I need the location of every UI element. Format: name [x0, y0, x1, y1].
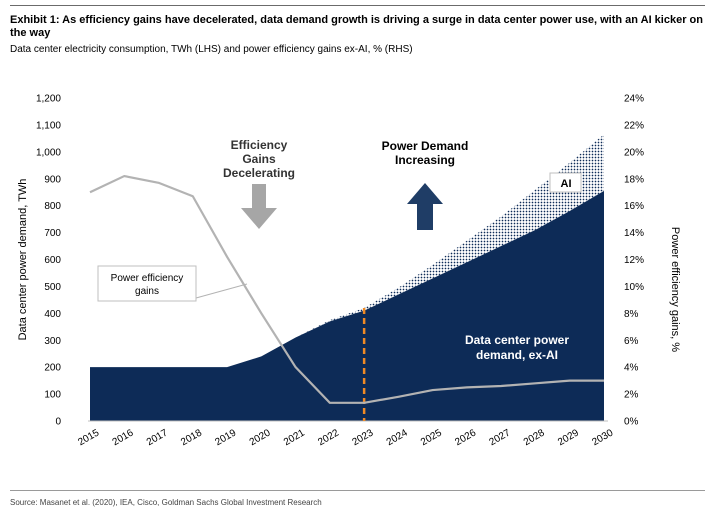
area-label-text: Data center power: [465, 333, 569, 347]
y-left-tick-label: 1,000: [36, 147, 61, 158]
x-tick-label: 2030: [590, 427, 615, 448]
ai-label-box: [549, 172, 582, 193]
x-tick-label: 2022: [316, 427, 341, 448]
x-tick-label: 2015: [76, 427, 101, 448]
y-right-tick-label: 20%: [624, 147, 644, 158]
callout-leader-line: [195, 283, 248, 299]
x-tick-label: 2026: [453, 427, 478, 448]
x-tick-label: 2017: [145, 427, 170, 448]
chart-subtitle: Data center electricity consumption, TWh…: [10, 44, 413, 55]
y-left-tick-label: 600: [44, 255, 61, 266]
efficiency-callout-text: Power efficiency: [111, 273, 184, 284]
x-tick-label: 2019: [213, 427, 238, 448]
demand-annotation-text: Increasing: [395, 153, 455, 167]
y-right-tick-label: 4%: [624, 363, 639, 374]
x-tick-label: 2027: [488, 427, 513, 448]
y-left-tick-label: 100: [44, 390, 61, 401]
y-left-tick-label: 700: [44, 228, 61, 239]
x-tick-label: 2018: [179, 427, 204, 448]
efficiency-callout-box: [97, 265, 197, 302]
x-tick-label: 2021: [282, 427, 307, 448]
y-left-tick-label: 0: [55, 417, 61, 428]
y-left-tick-label: 900: [44, 174, 61, 185]
y-left-axis-title: Data center power demand, TWh: [17, 179, 29, 341]
y-left-tick-label: 500: [44, 282, 61, 293]
y-left-tick-label: 800: [44, 201, 61, 212]
efficiency-annotation-text: Gains: [242, 152, 276, 166]
chart-canvas: 0 100 200 300 400 500 600 700 800 900 1,000 1,100 1,…: [17, 94, 681, 449]
ai-label-text: AI: [561, 178, 572, 190]
y-right-tick-label: 10%: [624, 282, 644, 293]
y-right-tick-label: 0%: [624, 417, 639, 428]
area-label-text: demand, ex-AI: [476, 348, 558, 362]
down-arrow-icon: [241, 184, 277, 229]
y-right-tick-label: 12%: [624, 255, 644, 266]
x-tick-label: 2028: [522, 427, 547, 448]
x-tick-label: 2023: [350, 427, 375, 448]
y-right-tick-label: 22%: [624, 120, 644, 131]
source-note: Source: Masanet et al. (2020), IEA, Cisc…: [10, 498, 322, 507]
y-right-tick-label: 18%: [624, 174, 644, 185]
efficiency-callout-text: gains: [135, 286, 159, 297]
demand-annotation-text: Power Demand: [382, 139, 469, 153]
bottom-rule: [10, 490, 705, 491]
chart-title: Exhibit 1: As efficiency gains have dece…: [10, 14, 703, 39]
y-left-tick-label: 1,200: [36, 94, 61, 105]
top-rule: [10, 5, 705, 6]
x-tick-label: 2024: [385, 427, 410, 448]
efficiency-annotation-text: Decelerating: [223, 166, 295, 180]
x-tick-label: 2020: [248, 427, 273, 448]
power-demand-area: [90, 190, 604, 421]
y-left-tick-label: 300: [44, 336, 61, 347]
y-left-tick-label: 200: [44, 363, 61, 374]
x-tick-label: 2025: [419, 427, 444, 448]
efficiency-gains-line: [89, 174, 604, 404]
x-tick-label: 2029: [556, 427, 581, 448]
y-right-tick-label: 16%: [624, 201, 644, 212]
y-left-tick-label: 1,100: [36, 120, 61, 131]
y-right-tick-label: 14%: [624, 228, 644, 239]
y-right-tick-label: 2%: [624, 390, 639, 401]
y-right-tick-label: 6%: [624, 336, 639, 347]
x-tick-label: 2016: [111, 427, 136, 448]
up-arrow-icon: [407, 183, 443, 230]
y-right-tick-label: 8%: [624, 309, 639, 320]
y-left-tick-label: 400: [44, 309, 61, 320]
y-right-tick-label: 24%: [624, 94, 644, 105]
efficiency-annotation-text: Efficiency: [231, 138, 288, 152]
y-right-axis-title: Power efficiency gains, %: [669, 227, 681, 352]
